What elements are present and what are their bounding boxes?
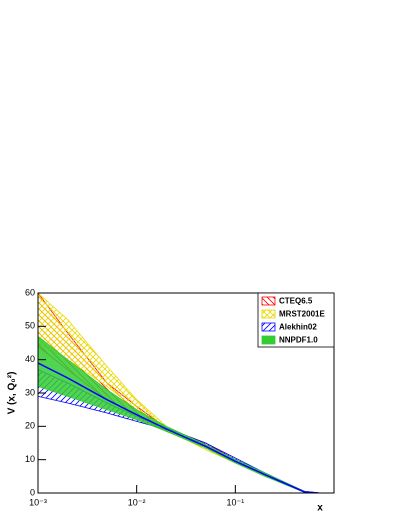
legend-label: MRST2001E bbox=[279, 310, 325, 319]
legend-label: Alekhin02 bbox=[279, 323, 317, 332]
legend: CTEQ6.5 MRST2001E Alekhin02 NNPDF1.0 bbox=[257, 292, 335, 348]
axes: 0 10 20 30 40 50 60 10⁻³ 10⁻² 10⁻¹ CTEQ6.5 MRST2001… bbox=[25, 287, 335, 507]
legend-label: NNPDF1.0 bbox=[279, 336, 318, 345]
y-tick-label: 40 bbox=[25, 354, 35, 364]
legend-label: CTEQ6.5 bbox=[279, 297, 313, 306]
y-tick-label: 0 bbox=[30, 487, 35, 497]
y-tick-label: 10 bbox=[25, 454, 35, 464]
legend-swatch bbox=[261, 322, 276, 332]
legend-swatch bbox=[261, 335, 276, 345]
x-tick-label: 10⁻³ bbox=[29, 497, 47, 507]
y-axis-label: V (x, Q₀²) bbox=[7, 372, 18, 415]
legend-swatch bbox=[261, 296, 276, 306]
y-tick-label: 50 bbox=[25, 321, 35, 331]
y-tick-label: 60 bbox=[25, 287, 35, 297]
x-tick-label: 10⁻² bbox=[128, 497, 146, 507]
bands bbox=[38, 293, 319, 493]
central-line bbox=[38, 362, 319, 493]
legend-swatch bbox=[261, 309, 276, 319]
plot-area bbox=[38, 293, 319, 493]
x-axis-label: x bbox=[317, 503, 323, 514]
x-tick-label: 10⁻¹ bbox=[226, 497, 244, 507]
y-tick-label: 30 bbox=[25, 387, 35, 397]
y-tick-label: 20 bbox=[25, 421, 35, 431]
